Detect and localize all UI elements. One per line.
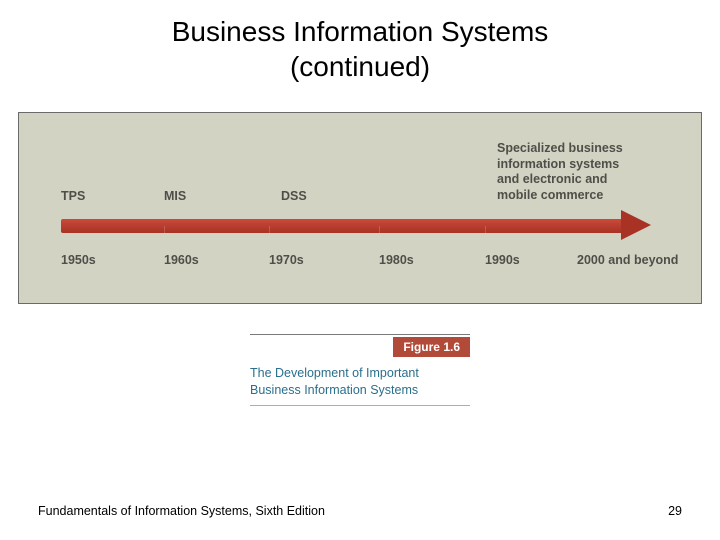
title-line-1: Business Information Systems — [172, 16, 549, 47]
arrow-shaft — [61, 219, 623, 233]
timeline-top-label: Specialized businessinformation systemsa… — [497, 141, 623, 204]
timeline-bottom-label: 1950s — [61, 253, 96, 267]
footer-text: Fundamentals of Information Systems, Six… — [38, 504, 325, 518]
timeline-arrow — [61, 213, 653, 239]
caption-rule — [250, 334, 470, 335]
timeline-top-label: DSS — [281, 189, 307, 205]
timeline-top-label: MIS — [164, 189, 186, 205]
arrow-tick — [379, 226, 380, 238]
timeline-bottom-label: 1970s — [269, 253, 304, 267]
top-labels-row: TPS MIS DSS Specialized businessinformation… — [19, 113, 701, 213]
figure-badge: Figure 1.6 — [393, 337, 470, 357]
arrow-tick — [269, 226, 270, 238]
timeline-top-label: TPS — [61, 189, 85, 205]
figure-caption-text: The Development of Important Business In… — [250, 363, 470, 406]
page-number: 29 — [668, 504, 682, 518]
timeline-diagram: TPS MIS DSS Specialized businessinformation… — [18, 112, 702, 304]
slide-title: Business Information Systems (continued) — [0, 0, 720, 84]
timeline-bottom-label: 1980s — [379, 253, 414, 267]
timeline-bottom-label: 2000 and beyond — [577, 253, 678, 267]
arrow-tick — [485, 226, 486, 238]
arrow-tick — [164, 226, 165, 238]
figure-caption-block: Figure 1.6 The Development of Important … — [250, 334, 470, 406]
title-line-2: (continued) — [290, 51, 430, 82]
timeline-bottom-label: 1960s — [164, 253, 199, 267]
arrow-head-icon — [621, 210, 651, 240]
timeline-bottom-label: 1990s — [485, 253, 520, 267]
